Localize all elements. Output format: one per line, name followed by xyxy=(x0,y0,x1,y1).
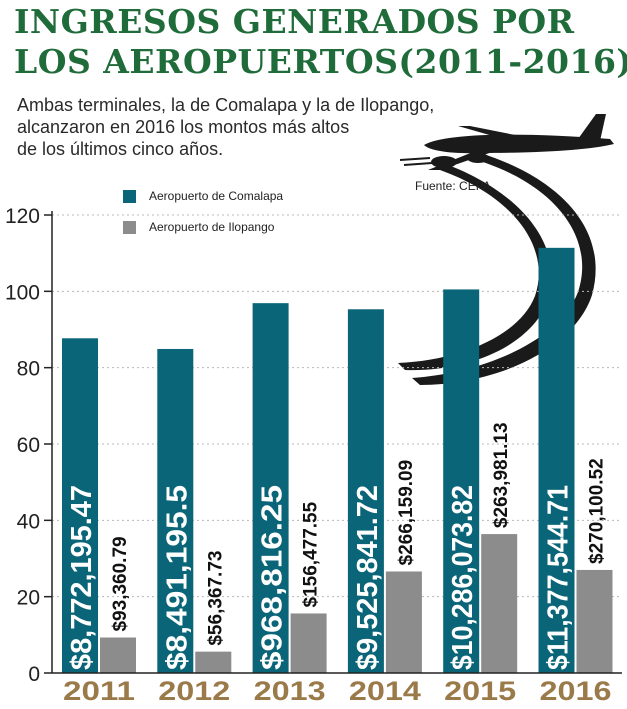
bar-ilopango-2014 xyxy=(385,571,422,673)
x-tick-label-2016: 2016 xyxy=(540,676,612,706)
y-tick-label: 0 xyxy=(28,663,40,686)
legend-item-ilopango: Aeropuerto de Ilopango xyxy=(123,217,283,237)
bar-comalapa-2013 xyxy=(252,303,289,673)
bar-ilopango-2015 xyxy=(481,534,518,673)
bar-ilopango-2012 xyxy=(195,651,232,673)
bar-ilopango-2016 xyxy=(576,569,613,673)
subtitle-line-1: Ambas terminales, la de Comalapa y la de… xyxy=(17,95,435,115)
data-label-comalapa-2014: $9,525,841.72 xyxy=(352,485,384,670)
airplane-tail xyxy=(578,114,606,141)
data-label-comalapa-2016: $11,377,544.71 xyxy=(543,485,575,670)
subtitle-line-3: de los últimos cinco años. xyxy=(17,139,224,159)
subtitle-line-2: alcanzaron en 2016 los montos más altos xyxy=(17,117,350,137)
data-label-comalapa-2015: $10,286,073.82 xyxy=(447,485,479,670)
legend-swatch-comalapa xyxy=(123,189,136,203)
y-tick-label: 60 xyxy=(17,434,40,457)
data-label-ilopango-2016: $270,100.52 xyxy=(587,458,608,564)
y-tick-label: 40 xyxy=(17,510,40,533)
y-tick-label: 20 xyxy=(17,587,40,610)
data-label-ilopango-2015: $263,981.13 xyxy=(491,422,512,528)
data-label-ilopango-2011: $93,360.79 xyxy=(110,536,131,631)
x-tick-label-2015: 2015 xyxy=(444,676,516,706)
bar-comalapa-2015 xyxy=(443,289,480,673)
data-label-comalapa-2011: $8,772,195.47 xyxy=(66,485,98,670)
x-tick-label-2011: 2011 xyxy=(63,676,135,706)
airplane-trail-lines xyxy=(399,157,433,166)
title-line-2: LOS AEROPUERTOS(2011-2016) xyxy=(14,42,627,81)
legend-label-comalapa: Aeropuerto de Comalapa xyxy=(149,189,284,203)
airplane-engine xyxy=(431,156,457,168)
y-tick-label: 100 xyxy=(5,281,40,304)
data-label-ilopango-2012: $56,367.73 xyxy=(205,551,226,646)
legend-item-comalapa: Aeropuerto de Comalapa xyxy=(123,186,283,206)
data-label-comalapa-2013: $968,816.25 xyxy=(257,485,289,670)
y-tick-label: 80 xyxy=(17,358,40,381)
subtitle: Ambas terminales, la de Comalapa y la de… xyxy=(17,94,434,160)
y-tick-label: 120 xyxy=(5,205,40,228)
x-tick-label-2014: 2014 xyxy=(349,676,421,706)
bar-comalapa-2012 xyxy=(157,348,194,673)
source-note: Fuente: CEPA xyxy=(415,179,491,193)
airplane-wing-far xyxy=(458,126,520,138)
legend-swatch-ilopango xyxy=(123,220,136,234)
data-label-ilopango-2014: $266,159.09 xyxy=(396,460,417,566)
x-tick-label-2013: 2013 xyxy=(254,676,326,706)
airplane-trail-inner xyxy=(398,162,552,371)
legend-label-ilopango: Aeropuerto de Ilopango xyxy=(149,220,275,234)
bar-comalapa-2011 xyxy=(62,338,98,673)
bar-ilopango-2011 xyxy=(100,637,136,673)
bar-comalapa-2014 xyxy=(347,309,384,673)
airplane-engine-2 xyxy=(467,153,489,163)
bar-ilopango-2013 xyxy=(290,613,327,673)
airplane-fuselage xyxy=(424,134,614,154)
airplane-icon xyxy=(398,114,614,385)
chart-legend: Aeropuerto de Comalapa Aeropuerto de Ilo… xyxy=(123,186,283,248)
data-label-ilopango-2013: $156,477.55 xyxy=(301,501,322,607)
x-tick-label-2012: 2012 xyxy=(158,676,230,706)
bar-comalapa-2016 xyxy=(538,247,575,673)
data-label-comalapa-2012: $8,491,195.5 xyxy=(161,485,193,670)
page-title: INGRESOS GENERADOS POR LOS AEROPUERTOS(2… xyxy=(14,2,627,82)
title-line-1: INGRESOS GENERADOS POR xyxy=(14,2,575,41)
